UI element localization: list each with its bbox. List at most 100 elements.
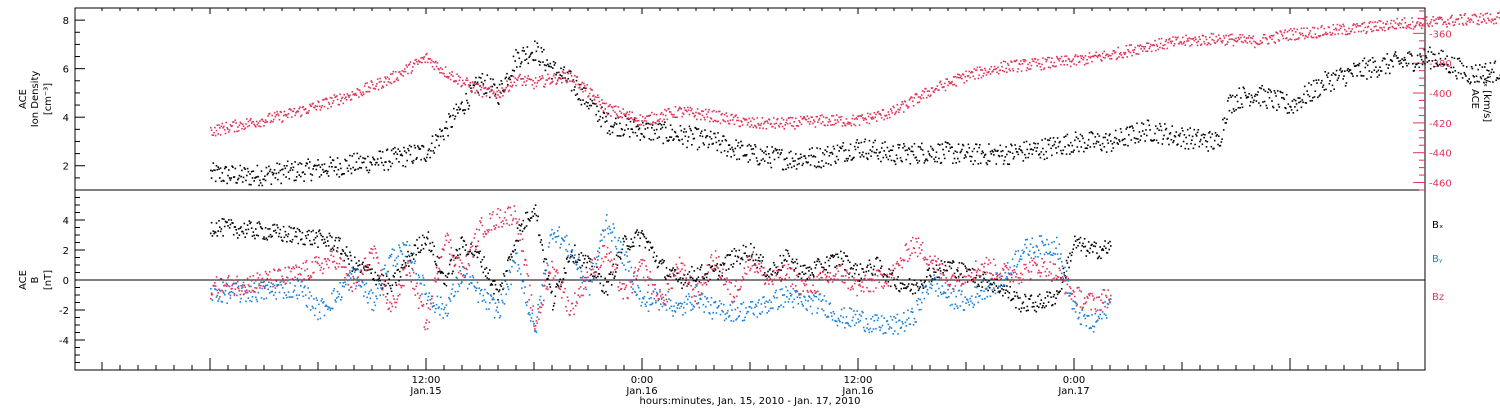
vx-point (921, 90, 924, 92)
vx-point (543, 86, 546, 88)
density-point (583, 87, 585, 89)
bx-point (922, 287, 925, 289)
bx-point (240, 226, 242, 228)
bx-point (622, 237, 624, 240)
vx-point (1335, 29, 1338, 31)
by-point (382, 283, 385, 285)
bx-point (873, 265, 876, 268)
density-point (787, 166, 790, 169)
density-point (354, 168, 357, 171)
density-point (853, 145, 856, 148)
density-point (1249, 104, 1251, 107)
by-point (317, 318, 319, 321)
vx-point (507, 90, 510, 93)
by-point (330, 307, 332, 310)
vx-point (1352, 24, 1354, 27)
bx-point (696, 267, 699, 270)
vx-point (893, 106, 895, 109)
vx-point (892, 105, 894, 108)
vx-point (444, 66, 447, 68)
density-point (1460, 72, 1462, 75)
density-point (1429, 67, 1432, 70)
density-point (1407, 52, 1409, 54)
vx-point (1383, 26, 1385, 29)
bx-point (399, 270, 401, 273)
bx-point (262, 238, 264, 240)
bx-point (358, 260, 360, 262)
vx-point (1359, 25, 1362, 27)
bx-point (759, 254, 762, 256)
vx-point (594, 96, 597, 98)
density-point (301, 171, 304, 174)
vx-point (750, 124, 753, 126)
vx-point (434, 61, 436, 64)
bx-point (454, 257, 457, 259)
density-point (725, 139, 728, 142)
bx-point (603, 292, 606, 294)
density-point (885, 154, 887, 156)
vx-point (999, 69, 1002, 71)
vx-point (1390, 19, 1393, 22)
vx-point (1258, 43, 1260, 45)
vx-point (802, 117, 804, 120)
by-point (232, 291, 234, 294)
bx-point (736, 255, 739, 258)
vx-point (1167, 41, 1169, 44)
bx-point (539, 241, 542, 244)
density-point (702, 142, 705, 144)
density-point (462, 109, 465, 111)
vx-point (394, 71, 397, 73)
vx-point (1194, 36, 1196, 39)
vx-point (544, 83, 547, 85)
by-point (364, 291, 367, 293)
vx-point (736, 116, 739, 119)
vx-point (1437, 16, 1439, 19)
density-point (555, 73, 557, 76)
density-point (1399, 59, 1402, 62)
density-point (492, 78, 494, 81)
density-point (1479, 64, 1481, 66)
density-point (291, 163, 293, 165)
density-point (835, 162, 837, 164)
bx-point (365, 266, 368, 268)
bx-point (1009, 286, 1011, 288)
bx-point (1093, 241, 1096, 243)
vx-point (1012, 70, 1015, 72)
bx-point (254, 237, 256, 240)
density-point (872, 141, 875, 144)
bx-point (731, 250, 733, 252)
bx-point (602, 284, 605, 287)
density-point (1149, 129, 1151, 131)
bx-point (488, 278, 490, 280)
vx-point (777, 117, 779, 120)
vx-point (452, 75, 454, 77)
vx-point (1427, 24, 1430, 27)
vx-point (664, 114, 667, 117)
density-point (1191, 139, 1193, 141)
density-point (1398, 60, 1400, 63)
density-point (300, 163, 303, 165)
vx-point (273, 118, 275, 121)
vx-point (1478, 23, 1480, 26)
bx-point (374, 271, 377, 274)
density-point (664, 126, 667, 129)
bx-point (279, 228, 282, 231)
vx-point (1023, 60, 1025, 63)
x-tick-date-label: Jan.16 (841, 386, 873, 397)
density-point (1047, 139, 1049, 141)
bx-point (693, 270, 696, 272)
density-point (561, 75, 563, 77)
density-point (1456, 58, 1459, 60)
density-point (1157, 142, 1160, 144)
density-point (807, 161, 809, 164)
bx-point (247, 228, 250, 231)
bottom-left-tick-label: 4 (63, 216, 69, 227)
bx-point (988, 280, 990, 282)
bx-point (449, 259, 452, 262)
density-point (760, 159, 763, 162)
density-point (899, 157, 902, 159)
density-point (1038, 153, 1041, 155)
vx-point (1095, 51, 1097, 54)
density-point (790, 150, 792, 153)
by-point (275, 298, 278, 300)
